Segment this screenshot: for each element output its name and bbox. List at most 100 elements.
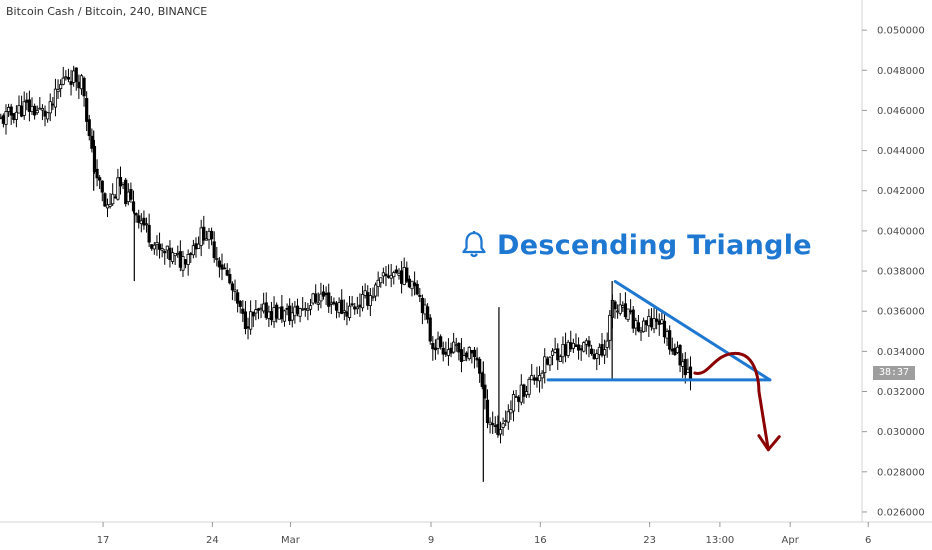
- candle-body: [321, 291, 326, 297]
- candle-body: [673, 347, 677, 356]
- y-tick-label: 0.034000: [877, 347, 925, 358]
- x-tick-label: 24: [206, 535, 219, 546]
- candle-body: [457, 342, 461, 353]
- candle-body: [191, 245, 195, 256]
- candle-body: [439, 336, 443, 348]
- candle-body: [124, 179, 128, 205]
- candle-body: [329, 302, 333, 305]
- candle-body: [126, 191, 130, 203]
- candle-body: [360, 294, 365, 309]
- candle-body: [105, 204, 110, 209]
- candle-body: [22, 101, 26, 116]
- candle-body: [35, 110, 39, 114]
- candle-body: [488, 421, 492, 425]
- candle-body: [77, 81, 81, 89]
- candle-body: [194, 243, 198, 250]
- candle-body: [389, 274, 393, 279]
- candle-body: [491, 423, 495, 426]
- candle-body: [230, 283, 235, 291]
- candle-body: [545, 358, 549, 365]
- candle-body: [51, 103, 55, 106]
- candle-body: [524, 391, 529, 396]
- candle-body: [87, 119, 91, 136]
- y-tick-label: 0.032000: [877, 387, 925, 398]
- candle-body: [665, 331, 669, 339]
- candle-body: [163, 251, 167, 254]
- candle-body: [137, 215, 141, 223]
- candle-body: [519, 384, 523, 403]
- candle-body: [181, 256, 185, 271]
- candle-body: [30, 105, 34, 113]
- y-tick-label: 0.042000: [877, 186, 925, 197]
- annotation-text: Descending Triangle: [497, 230, 812, 261]
- candle-body: [657, 320, 661, 325]
- bell-icon: [461, 228, 487, 263]
- candle-body: [209, 230, 214, 240]
- candle-body: [465, 352, 469, 358]
- candle-body: [316, 302, 320, 305]
- candle-body: [600, 344, 604, 356]
- x-tick-label: 6: [865, 535, 871, 546]
- candle-body: [142, 217, 146, 226]
- candle-body: [264, 302, 268, 318]
- candle-body: [238, 300, 242, 307]
- candle-body: [48, 101, 52, 114]
- candle-body: [392, 272, 396, 278]
- symbol-title[interactable]: Bitcoin Cash / Bitcoin, 240, BINANCE: [6, 5, 208, 18]
- candle-body: [566, 341, 570, 356]
- candle-body: [116, 177, 120, 200]
- candle-body: [540, 372, 544, 379]
- candle-body: [324, 293, 328, 296]
- candle-body: [246, 326, 250, 329]
- candle-body: [33, 105, 37, 116]
- bar-countdown-badge: 38:37: [873, 366, 915, 380]
- candle-body: [152, 244, 156, 250]
- candle-body: [420, 297, 425, 314]
- candle-body: [446, 349, 451, 356]
- candle-body: [428, 317, 432, 342]
- candle-body: [345, 311, 349, 317]
- candle-body: [602, 349, 607, 356]
- candle-body: [72, 70, 76, 83]
- candle-body: [410, 280, 414, 290]
- candle-body: [530, 375, 534, 381]
- candle-body: [511, 394, 516, 412]
- candle-body: [342, 310, 346, 313]
- candle-body: [366, 292, 370, 306]
- candle-body: [176, 252, 180, 255]
- candle-body: [394, 269, 398, 273]
- candle-body: [415, 283, 419, 295]
- candle-body: [139, 220, 143, 225]
- candle-body: [621, 305, 625, 308]
- y-tick-label: 0.030000: [877, 427, 925, 438]
- x-tick-label: 16: [534, 535, 547, 546]
- candle-body: [644, 320, 648, 326]
- candle-body: [12, 113, 16, 121]
- candle-body: [678, 344, 682, 366]
- candle-body: [204, 238, 208, 241]
- candle-body: [426, 306, 430, 320]
- candle-body: [436, 338, 440, 349]
- candle-body: [386, 275, 391, 278]
- candle-body: [618, 304, 622, 314]
- candle-body: [373, 284, 378, 297]
- candle-body: [79, 75, 84, 90]
- candle-body: [498, 429, 503, 435]
- candle-body: [131, 201, 136, 212]
- candle-body: [571, 342, 575, 349]
- y-tick-label: 0.048000: [877, 66, 925, 77]
- candle-body: [558, 356, 562, 362]
- candle-body: [353, 306, 357, 310]
- candle-body: [550, 350, 555, 356]
- candle-body: [485, 399, 490, 423]
- candle-body: [537, 375, 542, 382]
- y-tick-label: 0.046000: [877, 106, 925, 117]
- candle-body: [334, 303, 339, 311]
- candle-body: [470, 349, 474, 354]
- y-tick-label: 0.038000: [877, 267, 925, 278]
- candle-body: [686, 368, 690, 373]
- candle-body: [295, 305, 300, 314]
- candle-body: [688, 366, 693, 381]
- candle-body: [301, 308, 305, 311]
